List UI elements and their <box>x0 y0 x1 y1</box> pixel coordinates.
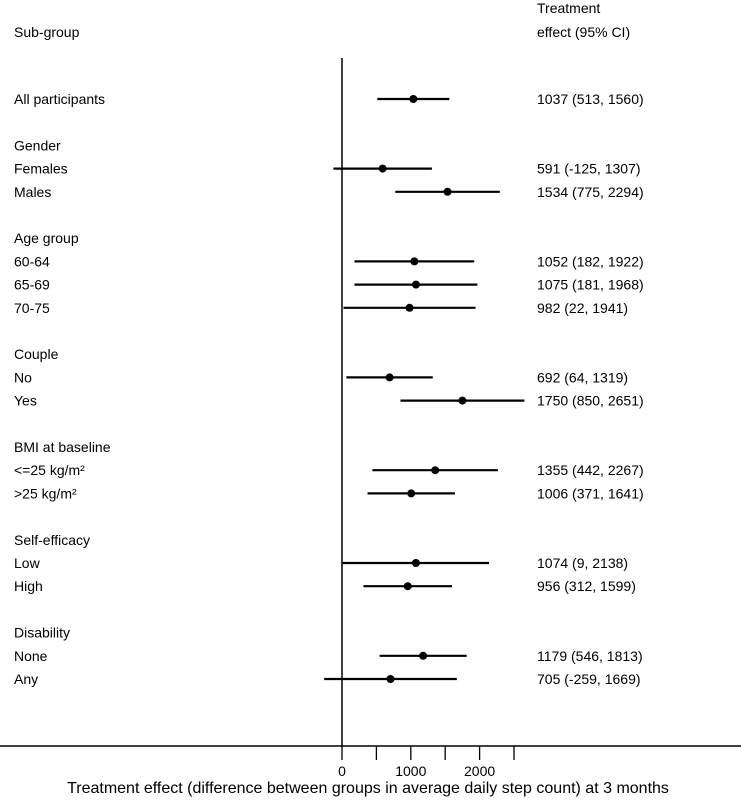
row-label: No <box>14 369 32 385</box>
row-label: None <box>14 648 48 664</box>
estimate-point <box>407 489 416 498</box>
group-heading: Disability <box>14 625 70 641</box>
group-heading: Self-efficacy <box>14 532 90 548</box>
x-axis-label: Treatment effect (difference between gro… <box>67 780 669 797</box>
x-axis: 0 1000 2000 <box>0 745 741 779</box>
forest-rows: All participants 1037 (513, 1560) Gender Fe… <box>14 58 644 746</box>
x-tick-label: 2000 <box>464 763 495 779</box>
estimate-point <box>458 396 467 405</box>
row-label: High <box>14 578 43 594</box>
ci-value-label: 1179 (546, 1813) <box>537 648 643 664</box>
estimate-point <box>385 373 394 382</box>
estimate-point <box>405 303 414 312</box>
row-label: 65-69 <box>14 277 50 293</box>
group-heading: Gender <box>14 137 61 153</box>
x-tick-label: 0 <box>338 763 346 779</box>
x-tick-label: 1000 <box>395 763 426 779</box>
ci-value-label: 1534 (775, 2294) <box>537 184 644 200</box>
row-label: Yes <box>14 393 37 409</box>
estimate-point <box>409 95 418 103</box>
estimate-point <box>403 582 412 591</box>
row-label: All participants <box>14 91 105 107</box>
row-label: Low <box>14 555 41 571</box>
ci-value-label: 1052 (182, 1922) <box>537 253 644 269</box>
row-label: <=25 kg/m² <box>14 462 85 478</box>
estimate-point <box>411 559 420 567</box>
row-label: 70-75 <box>14 300 50 316</box>
estimate-point <box>378 164 387 173</box>
effect-column-header-line2: effect (95% CI) <box>537 24 630 40</box>
row-label: >25 kg/m² <box>14 485 77 501</box>
estimate-point <box>443 187 452 196</box>
ci-value-label: 956 (312, 1599) <box>537 578 636 594</box>
ci-value-label: 1075 (181, 1968) <box>537 277 644 293</box>
group-heading: Couple <box>14 346 59 362</box>
estimate-point <box>431 466 440 475</box>
effect-column-header-line1: Treatment <box>537 0 600 16</box>
group-heading: Age group <box>14 230 79 246</box>
ci-value-label: 1355 (442, 2267) <box>537 462 644 478</box>
estimate-point <box>411 280 420 289</box>
row-label: 60-64 <box>14 253 50 269</box>
ci-value-label: 591 (-125, 1307) <box>537 161 641 177</box>
group-heading: BMI at baseline <box>14 439 111 455</box>
estimate-point <box>419 651 428 660</box>
ci-value-label: 982 (22, 1941) <box>537 300 628 316</box>
estimate-point <box>386 675 395 683</box>
ci-value-label: 1750 (850, 2651) <box>537 393 644 409</box>
subgroup-column-header: Sub-group <box>14 24 80 40</box>
ci-value-label: 1037 (513, 1560) <box>537 91 644 107</box>
ci-value-label: 1074 (9, 2138) <box>537 555 628 571</box>
row-label: Any <box>14 671 38 687</box>
estimate-point <box>410 257 419 266</box>
ci-value-label: 1006 (371, 1641) <box>537 485 644 501</box>
row-label: Females <box>14 161 68 177</box>
ci-value-label: 705 (-259, 1669) <box>537 671 641 687</box>
row-label: Males <box>14 184 51 200</box>
ci-value-label: 692 (64, 1319) <box>537 369 628 385</box>
